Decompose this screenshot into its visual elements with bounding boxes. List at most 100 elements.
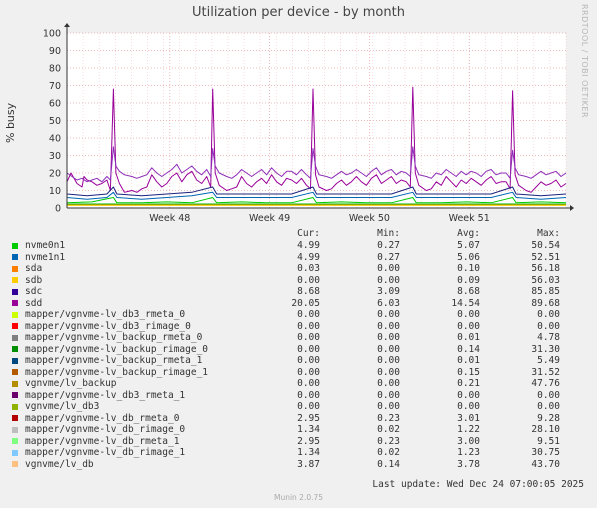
- legend-name-cell: vgnvme/lv_db: [12, 459, 240, 471]
- legend-avg: 3.00: [457, 435, 480, 447]
- legend-name-cell: sdb: [12, 275, 240, 287]
- x-tick-label: Week 48: [149, 213, 190, 224]
- legend-item: mapper/vgnvme-lv_backup_rmeta_1 0.00 0.00 0…: [12, 355, 587, 367]
- legend-header-min: Min:: [377, 228, 400, 239]
- legend-min: 6.03: [377, 297, 400, 309]
- legend-item: vgnvme/lv_backup 0.00 0.00 0.21 47.76: [12, 378, 587, 390]
- legend-max: 30.75: [531, 447, 560, 458]
- legend-item: mapper/vgnvme-lv_db_rmeta_1 2.95 0.23 3.00 9…: [12, 436, 587, 448]
- legend-swatch: [12, 403, 18, 410]
- legend-header-cur: Cur:: [297, 228, 320, 239]
- legend-min: 0.00: [377, 320, 400, 332]
- legend-label: sdd: [25, 297, 43, 309]
- legend-header-avg: Avg:: [457, 228, 480, 239]
- legend-cur: 0.00: [297, 320, 320, 332]
- legend-avg: 1.23: [457, 447, 480, 458]
- munin-version: Munin 2.0.75: [273, 493, 324, 502]
- legend-swatch: [12, 461, 18, 468]
- legend-swatch: [12, 392, 18, 399]
- y-tick-label: 100: [43, 29, 61, 40]
- legend-name-cell: mapper/vgnvme-lv_backup_rmeta_1: [12, 355, 240, 367]
- legend-cur: 0.03: [297, 263, 320, 274]
- legend-min: 0.14: [377, 458, 400, 470]
- legend-swatch: [12, 334, 18, 341]
- legend-swatch: [12, 265, 18, 272]
- legend-item: mapper/vgnvme-lv_db3_rmeta_1 0.00 0.00 0.00…: [12, 390, 587, 402]
- legend-swatch: [12, 449, 18, 456]
- x-tick-label: Week 51: [449, 213, 490, 224]
- legend-item: mapper/vgnvme-lv_db3_rimage_0 0.00 0.00 0.0…: [12, 321, 587, 333]
- legend-cur: 2.95: [297, 412, 320, 424]
- legend-name-cell: sdc: [12, 286, 240, 298]
- y-axis-arrow: [64, 23, 70, 27]
- legend-min: 0.23: [377, 412, 400, 424]
- legend-swatch: [12, 323, 18, 330]
- legend-min: 0.02: [377, 447, 400, 458]
- legend-label: mapper/vgnvme-lv_db_rmeta_1: [25, 435, 180, 447]
- legend-name-cell: mapper/vgnvme-lv_db3_rmeta_0: [12, 309, 240, 321]
- legend-cur: 8.68: [297, 286, 320, 297]
- series-line: [66, 86, 567, 193]
- legend-swatch: [12, 346, 18, 353]
- legend-name-cell: mapper/vgnvme-lv_backup_rimage_0: [12, 344, 240, 356]
- legend-name-cell: mapper/vgnvme-lv_db_rmeta_0: [12, 413, 240, 425]
- legend-header-max: Max:: [537, 228, 560, 239]
- legend-name-cell: nvme1n1: [12, 252, 240, 264]
- legend-item: sdc 8.68 3.09 8.68 85.85: [12, 286, 587, 298]
- legend-max: 0.00: [537, 320, 560, 332]
- legend-max: 89.68: [531, 297, 560, 309]
- legend-item: mapper/vgnvme-lv_db_rimage_1 1.34 0.02 1.23…: [12, 447, 587, 459]
- legend-item: vgnvme/lv_db3 0.00 0.00 0.00 0.00: [12, 401, 587, 413]
- legend-avg: 0.14: [457, 343, 480, 355]
- legend-item: mapper/vgnvme-lv_backup_rmeta_0 0.00 0.00 0…: [12, 332, 587, 344]
- legend-label: mapper/vgnvme-lv_db3_rimage_0: [25, 320, 191, 332]
- legend-avg: 0.01: [457, 355, 480, 366]
- legend-cur: 3.87: [297, 458, 320, 470]
- legend-rows: nvme0n1 4.99 0.27 5.07 50.54 nvme1n1 4.99 0.27 5…: [12, 240, 587, 470]
- legend-max: 0.00: [537, 401, 560, 412]
- legend-label: mapper/vgnvme-lv_backup_rmeta_0: [25, 332, 203, 343]
- rrdtool-credit: RRDTOOL / TOBI OETIKER: [580, 4, 589, 119]
- legend-swatch: [12, 311, 18, 318]
- legend-item: vgnvme/lv_db 3.87 0.14 3.78 43.70: [12, 459, 587, 471]
- legend-name-cell: sdd: [12, 298, 240, 310]
- legend-avg: 0.10: [457, 263, 480, 274]
- legend-max: 9.51: [537, 435, 560, 447]
- legend-cur: 0.00: [297, 332, 320, 343]
- legend-max: 52.51: [531, 251, 560, 263]
- legend-cur: 0.00: [297, 401, 320, 412]
- legend-min: 0.00: [377, 401, 400, 412]
- legend-name-cell: mapper/vgnvme-lv_db_rimage_0: [12, 424, 240, 436]
- legend-cur: 0.00: [297, 366, 320, 378]
- legend-avg: 0.01: [457, 332, 480, 343]
- legend-max: 4.78: [537, 332, 560, 343]
- legend-min: 0.00: [377, 274, 400, 286]
- legend-item: sdd 20.05 6.03 14.54 89.68: [12, 298, 587, 310]
- legend-avg: 14.54: [451, 297, 480, 309]
- legend-max: 56.03: [531, 274, 560, 286]
- legend-max: 9.28: [537, 412, 560, 424]
- legend-swatch: [12, 242, 18, 249]
- legend-name-cell: vgnvme/lv_db3: [12, 401, 240, 413]
- y-tick-label: 20: [49, 169, 61, 180]
- legend-min: 0.27: [377, 251, 400, 263]
- legend-label: nvme1n1: [25, 251, 66, 263]
- legend-swatch: [12, 369, 18, 376]
- legend-item: mapper/vgnvme-lv_backup_rimage_1 0.00 0.00…: [12, 367, 587, 379]
- legend-min: 3.09: [377, 286, 400, 297]
- series-line: [66, 146, 567, 183]
- legend-label: mapper/vgnvme-lv_backup_rimage_0: [25, 343, 209, 355]
- legend-max: 31.30: [531, 343, 560, 355]
- legend-cur: 0.00: [297, 343, 320, 355]
- legend-name-cell: vgnvme/lv_backup: [12, 378, 240, 390]
- legend-max: 47.76: [531, 378, 560, 389]
- legend-min: 0.00: [377, 332, 400, 343]
- legend-label: vgnvme/lv_db3: [25, 401, 100, 412]
- legend-min: 0.00: [377, 378, 400, 389]
- legend-cur: 0.00: [297, 309, 320, 320]
- legend-label: vgnvme/lv_db: [25, 458, 94, 470]
- y-tick-label: 30: [49, 151, 61, 162]
- y-tick-label: 10: [49, 186, 61, 197]
- x-tick-label: Week 50: [349, 213, 390, 224]
